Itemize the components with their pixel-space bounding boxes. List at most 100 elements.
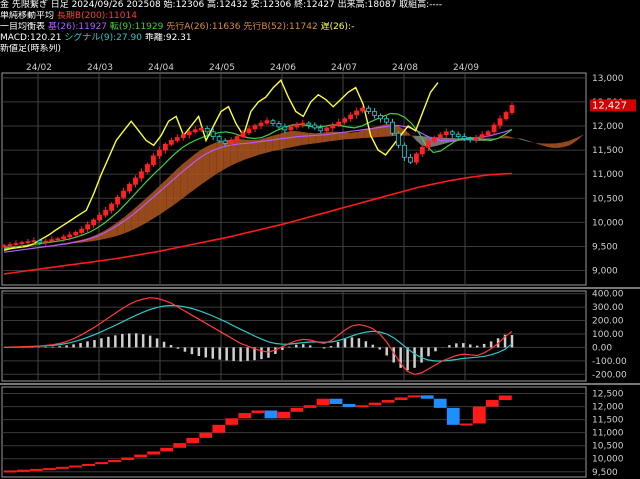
candle-body bbox=[348, 114, 354, 120]
kagi-brick bbox=[277, 411, 291, 419]
cloud-segment bbox=[166, 172, 174, 210]
macd-signal-line bbox=[3, 304, 513, 362]
candle-body bbox=[300, 122, 306, 125]
kagi-brick bbox=[4, 470, 17, 473]
candle-body bbox=[354, 110, 360, 116]
candle-body bbox=[246, 128, 252, 134]
cloud-segment bbox=[336, 131, 344, 141]
candle-body bbox=[7, 244, 13, 246]
candle-body bbox=[1, 245, 7, 247]
candle-body bbox=[497, 118, 503, 126]
macd-panel[interactable]: 400.00 300.00 200.00 100.00 0.00 -100.00 -200.… bbox=[0, 290, 640, 385]
cloud-segment bbox=[202, 145, 210, 184]
kagi-brick bbox=[186, 437, 200, 444]
cloud-segment bbox=[138, 198, 146, 228]
cloud-segment bbox=[315, 132, 323, 144]
quote-text: 金 先限繋ぎ 日足 2024/09/26 202508 始:12306 高:12… bbox=[0, 0, 443, 10]
last-price-badge bbox=[590, 99, 636, 112]
chart-header: 金 先限繋ぎ 日足 2024/09/26 202508 始:12306 高:12… bbox=[0, 0, 640, 60]
kagi-brick bbox=[446, 407, 460, 425]
macd-hist-label: 乖離:92.31 bbox=[144, 33, 192, 43]
candle-body bbox=[461, 136, 467, 139]
kagi-brick bbox=[290, 407, 304, 412]
kagi-brick bbox=[329, 398, 343, 404]
kagi-brick bbox=[30, 468, 43, 471]
cloud-segment bbox=[499, 135, 507, 139]
cloud-segment bbox=[534, 142, 542, 146]
candle-body bbox=[503, 112, 509, 120]
cloud-segment bbox=[272, 133, 280, 152]
candle-body bbox=[198, 128, 204, 131]
candle-body bbox=[437, 134, 443, 138]
cloud-segment bbox=[541, 143, 549, 148]
cloud-segment bbox=[152, 185, 160, 219]
kagi-tick-label: 11,500 bbox=[592, 416, 624, 426]
kagi-brick bbox=[225, 418, 239, 425]
kagi-brick bbox=[173, 443, 187, 448]
kagi-tick-label: 10,000 bbox=[592, 455, 624, 465]
candle-body bbox=[467, 138, 473, 140]
x-tick-label: 24/05 bbox=[209, 63, 235, 73]
ma200-line bbox=[3, 172, 513, 275]
y-tick-label: 13,000 bbox=[592, 74, 624, 84]
kagi-brick bbox=[355, 405, 369, 408]
y-tick-label: 9,000 bbox=[592, 267, 618, 277]
candle-body bbox=[31, 240, 37, 243]
candle-body bbox=[127, 183, 132, 192]
kagi-brick bbox=[381, 400, 395, 403]
ichimoku-spana-label: 先行A(26):11636 bbox=[166, 22, 241, 32]
kagi-tick-label: 12,000 bbox=[592, 403, 624, 413]
cloud-segment bbox=[414, 135, 422, 146]
last-price-label: 12,427 bbox=[592, 100, 627, 111]
ichimoku-lag-label: 遅(26):- bbox=[320, 22, 355, 32]
candle-body bbox=[19, 242, 25, 245]
cloud-segment bbox=[244, 139, 252, 160]
candle-body bbox=[360, 107, 365, 112]
candle-body bbox=[186, 131, 192, 136]
kagi-tick-label: 11,000 bbox=[592, 429, 624, 439]
cloud-segment bbox=[187, 153, 195, 195]
kagi-brick bbox=[199, 432, 213, 438]
y-tick-label: 12,000 bbox=[592, 122, 624, 132]
macd-tick-label: 100.00 bbox=[592, 330, 624, 340]
macd-tick-label: 300.00 bbox=[592, 303, 624, 313]
candle-body bbox=[109, 203, 114, 211]
candle-body bbox=[402, 144, 407, 158]
cloud-segment bbox=[294, 130, 302, 147]
cloud-segment bbox=[223, 139, 231, 170]
cloud-segment bbox=[131, 205, 139, 231]
cloud-segment bbox=[216, 140, 224, 175]
kagi-panel[interactable]: 12,500 12,000 11,500 11,000 10,500 10,000 9,50… bbox=[1, 386, 624, 478]
candle-body bbox=[485, 131, 491, 136]
kagi-brick bbox=[238, 413, 252, 419]
cloud-segment bbox=[343, 132, 351, 140]
macd-panel-frame bbox=[1, 290, 587, 382]
candle-body bbox=[276, 123, 282, 128]
candle-body bbox=[473, 137, 479, 140]
candle-body bbox=[222, 140, 228, 144]
price-panel[interactable]: 24/02 24/03 24/04 24/05 24/06 24/07 24/08 24/09… bbox=[0, 63, 640, 289]
cloud-segment bbox=[371, 126, 379, 138]
candle-body bbox=[324, 127, 330, 132]
cloud-segment bbox=[124, 211, 132, 234]
kagi-brick bbox=[95, 462, 108, 465]
candle-body bbox=[306, 122, 312, 126]
macd-tick-label: 0.00 bbox=[592, 343, 612, 353]
kagi-brick bbox=[342, 403, 356, 408]
candle-body bbox=[264, 120, 270, 124]
kagi-brick bbox=[69, 465, 82, 468]
cloud-segment bbox=[308, 132, 316, 145]
cloud-segment bbox=[60, 242, 68, 245]
header-ma-line: 単純移動平均 長期B(200):11014 bbox=[0, 11, 640, 22]
candle-body bbox=[234, 136, 240, 141]
cloud-segment bbox=[562, 140, 570, 148]
x-tick-label: 24/09 bbox=[453, 63, 479, 73]
cloud-segment bbox=[237, 139, 245, 163]
candle-body bbox=[192, 129, 198, 133]
candle-body bbox=[228, 140, 234, 144]
candle-body bbox=[270, 120, 276, 124]
candle-body bbox=[479, 134, 485, 138]
kagi-brick bbox=[108, 460, 121, 463]
candle-body bbox=[13, 243, 19, 245]
